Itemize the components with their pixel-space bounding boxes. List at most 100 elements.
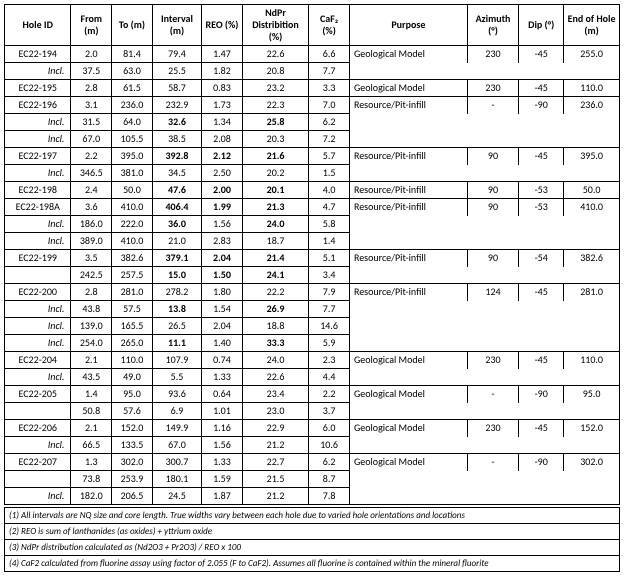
cell-caf2: 1.4 [309,233,350,250]
cell-hole: Incl. [5,301,71,318]
cell-ndpr: 22.7 [242,454,308,471]
cell-ndpr: 26.9 [242,301,308,318]
cell-from: 43.5 [71,369,112,386]
cell-from: 139.0 [71,318,112,335]
cell-dip [519,437,564,454]
cell-purpose: Geological Model [349,454,467,471]
cell-azimuth: 124 [467,284,518,301]
cell-interval: 300.7 [152,454,201,471]
table-row: Incl.31.564.032.61.3425.86.2 [5,114,620,131]
cell-caf2: 1.5 [309,165,350,182]
cell-to: 165.5 [112,318,153,335]
cell-caf2: 4.0 [309,182,350,199]
cell-reo: 1.56 [202,216,243,233]
cell-from: 37.5 [71,63,112,80]
cell-reo: 1.56 [202,437,243,454]
cell-reo: 0.64 [202,386,243,403]
cell-ndpr: 21.2 [242,488,308,505]
cell-caf2: 7.0 [309,97,350,114]
cell-caf2: 5.9 [309,335,350,352]
cell-to: 302.0 [112,454,153,471]
cell-to: 105.5 [112,131,153,148]
cell-azimuth [467,318,518,335]
cell-interval: 149.9 [152,420,201,437]
cell-from: 50.8 [71,403,112,420]
cell-ndpr: 21.5 [242,471,308,488]
cell-azimuth: 230 [467,46,518,63]
cell-caf2: 8.7 [309,471,350,488]
cell-dip: -45 [519,148,564,165]
cell-interval: 25.5 [152,63,201,80]
cell-eoh: 382.6 [564,250,620,267]
cell-dip [519,131,564,148]
cell-hole: Incl. [5,335,71,352]
cell-eoh [564,131,620,148]
cell-to: 50.0 [112,182,153,199]
cell-from: 31.5 [71,114,112,131]
cell-eoh [564,437,620,454]
cell-to: 410.0 [112,233,153,250]
cell-to: 281.0 [112,284,153,301]
cell-caf2: 10.6 [309,437,350,454]
cell-reo: 2.04 [202,250,243,267]
table-row: Incl.254.0265.011.11.4033.35.9 [5,335,620,352]
table-row: EC22-2042.1110.0107.90.7424.02.3Geologic… [5,352,620,369]
cell-eoh [564,63,620,80]
col-purpose: Purpose [349,5,467,46]
cell-to: 253.9 [112,471,153,488]
cell-ndpr: 23.2 [242,80,308,97]
cell-azimuth [467,403,518,420]
cell-eoh: 302.0 [564,454,620,471]
cell-to: 410.0 [112,199,153,216]
cell-hole [5,267,71,284]
cell-hole: Incl. [5,216,71,233]
cell-hole: Incl. [5,233,71,250]
cell-interval: 392.8 [152,148,201,165]
cell-dip: -53 [519,182,564,199]
cell-dip [519,335,564,352]
cell-azimuth: 230 [467,420,518,437]
cell-reo: 1.54 [202,301,243,318]
cell-ndpr: 21.4 [242,250,308,267]
cell-hole: EC22-196 [5,97,71,114]
cell-interval: 13.8 [152,301,201,318]
cell-eoh [564,233,620,250]
cell-caf2: 5.7 [309,148,350,165]
cell-interval: 67.0 [152,437,201,454]
table-row: Incl.66.5133.567.01.5621.210.6 [5,437,620,454]
cell-purpose: Geological Model [349,420,467,437]
cell-from: 2.8 [71,284,112,301]
cell-caf2: 6.0 [309,420,350,437]
cell-dip [519,63,564,80]
cell-purpose: Resource/Pit-infill [349,97,467,114]
cell-interval: 47.6 [152,182,201,199]
drill-results-table: Hole ID From (m) To (m) Interval (m) REO… [4,4,620,505]
cell-azimuth [467,165,518,182]
cell-from: 3.1 [71,97,112,114]
cell-azimuth [467,369,518,386]
cell-purpose [349,301,467,318]
cell-eoh [564,471,620,488]
cell-reo: 2.04 [202,318,243,335]
cell-caf2: 14.6 [309,318,350,335]
table-row: Incl.346.5381.034.52.5020.21.5 [5,165,620,182]
cell-from: 2.1 [71,420,112,437]
cell-purpose [349,114,467,131]
cell-hole: EC22-199 [5,250,71,267]
cell-dip [519,369,564,386]
table-row: EC22-1942.081.479.41.4722.66.6Geological… [5,46,620,63]
cell-hole: EC22-205 [5,386,71,403]
cell-from: 186.0 [71,216,112,233]
cell-purpose: Geological Model [349,80,467,97]
table-row: Incl.182.0206.524.51.8721.27.8 [5,488,620,505]
cell-eoh [564,335,620,352]
cell-ndpr: 20.3 [242,131,308,148]
cell-reo: 2.08 [202,131,243,148]
cell-from: 2.4 [71,182,112,199]
cell-dip [519,233,564,250]
cell-interval: 11.1 [152,335,201,352]
cell-eoh: 152.0 [564,420,620,437]
cell-azimuth: 230 [467,352,518,369]
cell-eoh [564,216,620,233]
col-hole-id: Hole ID [5,5,71,46]
